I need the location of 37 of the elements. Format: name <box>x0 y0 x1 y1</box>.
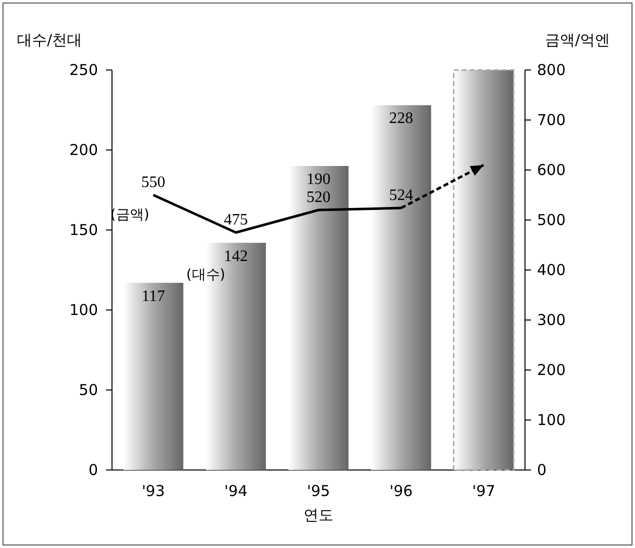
y-tick-label: 100 <box>69 301 98 319</box>
bar <box>371 105 432 470</box>
annotation: (대수) <box>186 266 226 283</box>
y2-tick-label: 800 <box>537 61 566 79</box>
y2-tick-label: 500 <box>537 211 566 229</box>
data-label: 228 <box>389 110 414 128</box>
bar <box>288 166 348 470</box>
y-tick-label: 0 <box>88 461 98 479</box>
data-label: 142 <box>224 248 248 265</box>
data-label: 520 <box>306 189 330 206</box>
y2-axis-title: 금액/억엔 <box>544 31 610 49</box>
x-tick-label: '94 <box>224 482 248 500</box>
x-tick-label: '95 <box>306 482 330 500</box>
x-tick-label: '93 <box>142 482 165 500</box>
data-label: 550 <box>141 174 166 191</box>
y2-tick-label: 0 <box>537 461 547 479</box>
data-label: 117 <box>142 288 166 305</box>
x-tick-label: '96 <box>389 482 413 500</box>
y2-tick-label: 100 <box>537 411 566 429</box>
y-tick-label: 150 <box>69 221 98 239</box>
data-label: 190 <box>306 171 330 188</box>
y-axis-title: 대수/천대 <box>17 31 82 49</box>
annotation: (금액) <box>110 207 150 223</box>
y-tick-label: 200 <box>69 141 98 159</box>
data-label: 524 <box>389 187 414 204</box>
y2-tick-label: 300 <box>537 311 566 329</box>
y2-tick-label: 200 <box>537 361 566 379</box>
x-axis-title: 연도 <box>304 506 334 524</box>
y2-tick-label: 700 <box>537 111 566 129</box>
x-tick-label: '97 <box>472 482 496 500</box>
y2-tick-label: 400 <box>537 261 566 279</box>
y-tick-label: 50 <box>78 381 98 399</box>
bar <box>452 69 514 471</box>
bar <box>123 282 184 470</box>
y2-tick-label: 600 <box>537 161 566 179</box>
data-label: 475 <box>224 212 248 228</box>
y-tick-label: 250 <box>69 61 98 79</box>
